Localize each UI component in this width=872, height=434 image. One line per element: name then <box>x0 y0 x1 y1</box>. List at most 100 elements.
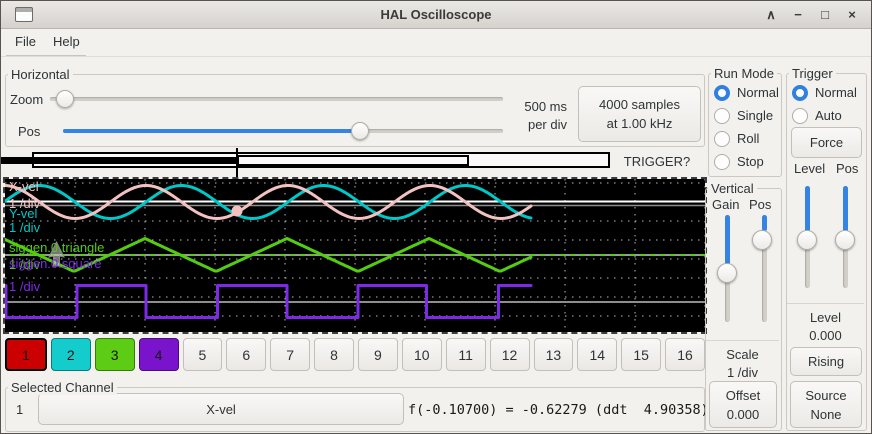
trigger-level-caption: Level <box>809 310 842 325</box>
horizontal-group <box>5 74 705 147</box>
radio-icon[interactable] <box>714 84 730 101</box>
per-div-readout: 500 ms per div <box>495 98 567 134</box>
selected-channel-group-label: Selected Channel <box>8 380 117 395</box>
channel-button-11[interactable]: 11 <box>445 338 486 371</box>
selected-channel-group <box>5 387 705 432</box>
channel-button-5[interactable]: 5 <box>182 338 223 371</box>
caption-buttons: ∧ − □ × <box>764 1 859 28</box>
radio-label: Single <box>737 108 774 123</box>
mouse-cursor-icon <box>48 240 65 267</box>
zoom-slider-handle[interactable] <box>56 90 74 108</box>
channel-button-15[interactable]: 15 <box>621 338 662 371</box>
trigger-separator <box>787 303 864 304</box>
scale-value: 1 /div <box>726 365 759 380</box>
app-icon <box>15 7 33 22</box>
scope-channel-name: Y-vel <box>9 206 38 221</box>
trigger-option-auto[interactable]: Auto <box>792 107 842 124</box>
rollup-button[interactable]: ∧ <box>766 7 776 22</box>
radio-icon[interactable] <box>714 153 730 170</box>
menu-file[interactable]: File <box>15 34 36 49</box>
trigger-pos-slider-fill <box>843 186 848 232</box>
channel-button-16[interactable]: 16 <box>665 338 705 371</box>
vertical-pos-slider-fill <box>762 215 767 231</box>
vertical-pos-slider-track[interactable] <box>762 215 767 322</box>
radio-icon[interactable] <box>714 107 730 124</box>
channel-button-6[interactable]: 6 <box>226 338 267 371</box>
offset-line1: Offset <box>725 387 761 403</box>
run-mode-option-single[interactable]: Single <box>714 107 773 124</box>
scope-channel-name: siggen.0.square <box>9 256 102 271</box>
zoom-slider-track[interactable] <box>50 97 503 101</box>
channel-button-13[interactable]: 13 <box>533 338 574 371</box>
samples-line1: 4000 samples <box>599 97 680 112</box>
channel-button-12[interactable]: 12 <box>489 338 530 371</box>
scope-display[interactable]: X-vel 1 /div Y-vel 1 /div siggen.0.triangle 1… <box>3 177 707 334</box>
scope-channel-name: X-vel <box>9 179 39 194</box>
trigger-level-slider-fill <box>805 186 810 232</box>
radio-icon[interactable] <box>792 107 808 124</box>
trigger-position-marker <box>236 148 238 178</box>
trace-X-vel <box>5 184 533 220</box>
waveform-canvas <box>5 179 705 332</box>
channel-button-9[interactable]: 9 <box>358 338 398 371</box>
radio-label: Normal <box>815 85 857 100</box>
source-line1: Source <box>805 387 847 403</box>
trigger-option-normal[interactable]: Normal <box>792 84 857 101</box>
offset-button[interactable]: Offset 0.000 <box>709 381 777 428</box>
channel-button-7[interactable]: 7 <box>270 338 311 371</box>
scope-channel-scale: 1 /div <box>9 196 41 211</box>
channel-button-10[interactable]: 10 <box>401 338 442 371</box>
run-mode-option-normal[interactable]: Normal <box>714 84 779 101</box>
menu-help[interactable]: Help <box>53 34 80 49</box>
close-button[interactable]: × <box>848 7 856 22</box>
source-button[interactable]: Source None <box>790 381 862 428</box>
trigger-level-header: Level <box>794 161 826 176</box>
record-fill-bar <box>1 157 237 164</box>
titlebar[interactable]: HAL Oscilloscope ∧ − □ × <box>1 1 871 29</box>
source-line2: None <box>810 406 842 422</box>
maximize-button[interactable]: □ <box>821 7 829 22</box>
scope-channel-name: siggen.0.triangle <box>9 240 105 255</box>
radio-icon[interactable] <box>792 84 808 101</box>
run-mode-option-roll[interactable]: Roll <box>714 130 759 147</box>
channel-button-3[interactable]: 3 <box>94 338 135 371</box>
force-button[interactable]: Force <box>791 127 862 158</box>
channel-button-8[interactable]: 8 <box>314 338 354 371</box>
radio-icon[interactable] <box>714 130 730 147</box>
samples-line2: at 1.00 kHz <box>606 116 673 131</box>
radio-label: Normal <box>737 85 779 100</box>
scope-channel-scale: 1 /div <box>9 279 41 294</box>
run-mode-group-label: Run Mode <box>711 66 777 81</box>
trigger-point-marker <box>231 205 243 217</box>
trace-siggen.0.triangle <box>5 237 533 273</box>
channel-button-1[interactable]: 1 <box>5 338 47 371</box>
radio-label: Auto <box>815 108 842 123</box>
channel-value-readout: f(-0.10700) = -0.62279 (ddt 4.90358) <box>408 402 709 418</box>
trigger-level-value: 0.000 <box>809 328 842 343</box>
scope-channel-scale: 1 /div <box>9 220 41 235</box>
vertical-pos-header: Pos <box>749 197 772 212</box>
pos-slider-fill <box>63 129 360 133</box>
run-mode-option-stop[interactable]: Stop <box>714 153 764 170</box>
horizontal-group-label: Horizontal <box>8 67 73 82</box>
trigger-pos-header: Pos <box>836 161 859 176</box>
window-title: HAL Oscilloscope <box>380 7 492 22</box>
rising-button[interactable]: Rising <box>790 347 862 376</box>
selected-channel-name-button[interactable]: X-vel <box>38 393 404 425</box>
trigger-hint-label: TRIGGER? <box>623 154 691 169</box>
pos-slider-handle[interactable] <box>351 122 369 140</box>
samples-button[interactable]: 4000 samples at 1.00 kHz <box>578 86 701 142</box>
vertical-gain-slider-handle[interactable] <box>717 263 737 283</box>
vertical-group-label: Vertical <box>708 181 757 196</box>
per-div-line2: per div <box>527 117 567 132</box>
channel-button-14[interactable]: 14 <box>577 338 618 371</box>
trigger-pos-slider-handle[interactable] <box>835 230 855 250</box>
minimize-button[interactable]: − <box>794 7 802 22</box>
trigger-group-label: Trigger <box>789 66 836 81</box>
trigger-level-slider-handle[interactable] <box>797 230 817 250</box>
channel-button-4[interactable]: 4 <box>138 338 179 371</box>
radio-label: Stop <box>737 154 764 169</box>
channel-button-2[interactable]: 2 <box>50 338 91 371</box>
vertical-pos-slider-handle[interactable] <box>752 230 772 250</box>
